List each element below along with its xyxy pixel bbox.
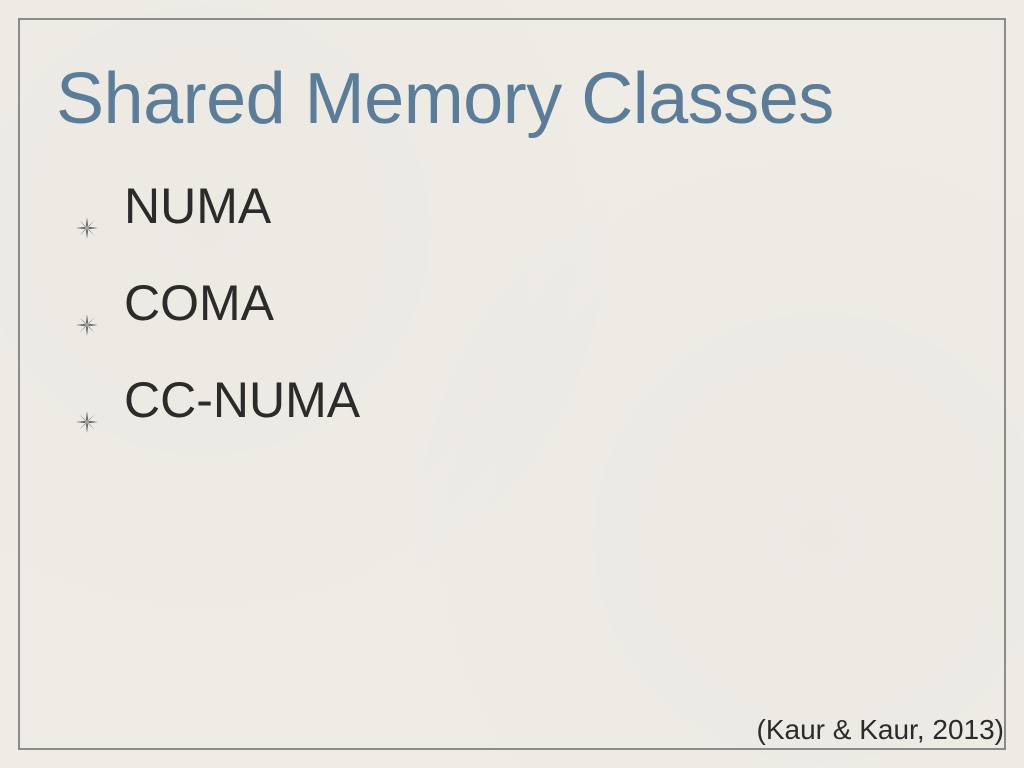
list-item: CC-NUMA xyxy=(76,373,968,428)
list-item-label: COMA xyxy=(124,275,274,331)
slide-frame: Shared Memory Classes NUMA xyxy=(18,18,1006,750)
asterisk-icon xyxy=(76,292,98,314)
bullet-list: NUMA COMA xyxy=(76,179,968,428)
list-item-label: CC-NUMA xyxy=(124,372,360,428)
asterisk-icon xyxy=(76,389,98,411)
list-item-label: NUMA xyxy=(124,178,271,234)
slide-title: Shared Memory Classes xyxy=(56,60,968,139)
list-item: NUMA xyxy=(76,179,968,234)
list-item: COMA xyxy=(76,276,968,331)
asterisk-icon xyxy=(76,195,98,217)
citation: (Kaur & Kaur, 2013) xyxy=(757,714,1004,746)
